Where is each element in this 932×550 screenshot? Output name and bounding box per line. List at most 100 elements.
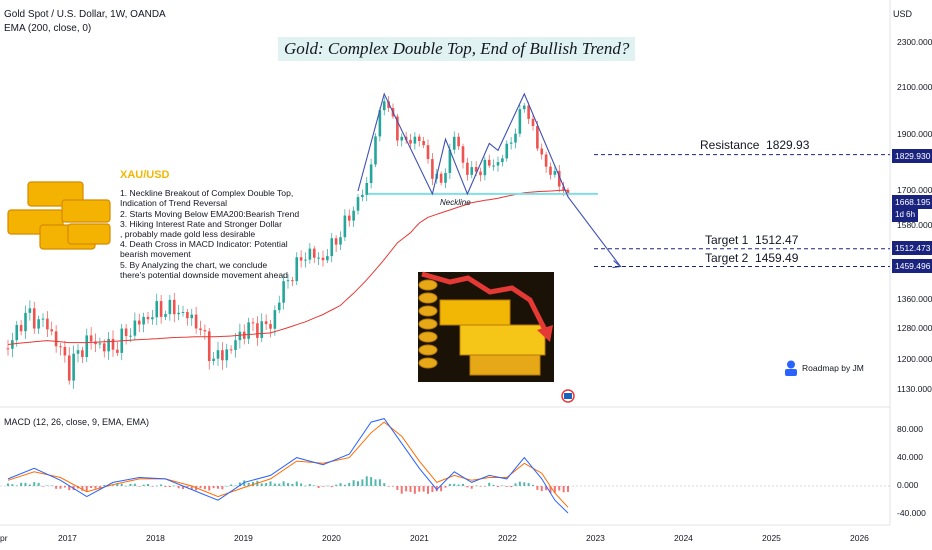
macd-histogram-bar [475, 485, 478, 487]
candle-body [396, 116, 399, 141]
candle-body [76, 350, 80, 354]
candle-body [251, 322, 255, 324]
note-line: 2. Starts Moving Below EMA200:Bearish Tr… [120, 208, 300, 219]
candle-body [85, 335, 89, 358]
macd-histogram-bar [545, 486, 548, 491]
candle-body [378, 110, 382, 137]
macd-histogram-bar [540, 486, 543, 492]
candle-body [413, 136, 417, 144]
target1-label: Target 1 1512.47 [705, 233, 799, 247]
note-line: , probably made gold less desirable [120, 229, 256, 240]
macd-histogram-bar [50, 485, 53, 487]
candle-body [129, 335, 132, 337]
candle-body [514, 133, 517, 143]
macd-histogram-bar [518, 481, 521, 486]
candle-body [308, 248, 312, 260]
candle-body [496, 162, 500, 166]
macd-histogram-bar [177, 486, 180, 489]
candle-body [304, 259, 307, 261]
symbol-title[interactable]: Gold Spot / U.S. Dollar, 1W, OANDA [4, 9, 166, 20]
candle-body [361, 194, 364, 198]
candle-body [116, 349, 119, 353]
price-plot [6, 96, 570, 389]
macd-histogram-bar [466, 486, 469, 488]
candle-body [299, 257, 303, 261]
macd-histogram-bar [339, 483, 342, 486]
candle-body [238, 331, 242, 341]
candle-body [422, 140, 425, 146]
candle-body [326, 256, 329, 261]
candle-body [492, 165, 495, 167]
macd-tick-label: 40.000 [897, 452, 923, 462]
macd-histogram-bar [322, 486, 324, 487]
macd-histogram-bar [330, 486, 333, 488]
candle-body [286, 280, 290, 282]
candle-body [177, 312, 180, 315]
macd-histogram-bar [405, 486, 408, 492]
candle-body [151, 317, 154, 320]
macd-histogram-bar [234, 485, 237, 487]
candle-body [509, 142, 513, 144]
candle-body [107, 338, 110, 352]
macd-histogram-bar [247, 482, 250, 486]
macd-indicator-label[interactable]: MACD (12, 26, close, 9, EMA, EMA) [4, 417, 150, 427]
candle-body [557, 171, 561, 187]
macd-histogram-bar [505, 486, 508, 487]
time-tick-label: 2019 [234, 533, 253, 543]
candle-body [199, 328, 202, 331]
time-tick-label: 2024 [674, 533, 693, 543]
candle-body [566, 189, 570, 194]
candle-body [501, 158, 504, 163]
macd-histogram-bar [523, 482, 526, 486]
macd-histogram-bar [24, 482, 27, 486]
macd-histogram-bar [549, 486, 552, 494]
candle-body [291, 280, 294, 282]
macd-histogram-bar [470, 486, 473, 489]
macd-histogram-bar [510, 486, 513, 488]
author-badge[interactable]: Roadmap by JM [784, 360, 864, 376]
candle-body [24, 312, 27, 332]
candle-body [369, 164, 373, 183]
macd-histogram-bar [413, 486, 416, 494]
macd-histogram-bar [112, 485, 114, 487]
price-tick-label: 1580.000 [897, 220, 932, 230]
macd-histogram-bar [448, 483, 451, 486]
candle-body [339, 237, 342, 245]
macd-histogram-bar [370, 477, 373, 486]
candle-body [190, 314, 194, 319]
candle-body [269, 324, 272, 329]
candle-body [172, 299, 176, 315]
countdown-tag: 1d 6h [892, 208, 919, 222]
macd-histogram-bar [409, 486, 412, 492]
candle-body [277, 302, 281, 311]
macd-histogram-bar [374, 479, 377, 486]
macd-histogram-bar [265, 483, 268, 486]
candle-body [312, 248, 316, 258]
current-price-tag: 1668.195 [892, 195, 932, 209]
candle-body [72, 353, 75, 381]
chart-title: Gold: Complex Double Top, End of Bullish… [278, 37, 636, 61]
candle-body [365, 182, 369, 195]
ema-indicator-label[interactable]: EMA (200, close, 0) [4, 23, 92, 34]
macd-histogram-bar [55, 486, 58, 489]
candle-body [225, 349, 229, 361]
candle-body [330, 238, 334, 257]
candle-body [282, 281, 285, 303]
macd-histogram-bar [133, 483, 136, 486]
candle-body [461, 146, 465, 163]
candle-body [28, 308, 32, 313]
candle-body [536, 125, 539, 149]
candle-body [439, 173, 443, 183]
candle-body [216, 350, 220, 359]
macd-histogram-bar [335, 484, 338, 486]
macd-histogram-bar [260, 483, 263, 486]
macd-histogram-bar [217, 486, 219, 489]
candle-body [46, 318, 49, 330]
candle-body [522, 105, 526, 110]
candle-body [111, 338, 115, 350]
macd-histogram-bar [514, 483, 517, 486]
macd-histogram-bar [208, 486, 211, 491]
macd-histogram-bar [142, 484, 145, 486]
macd-histogram-bar [287, 483, 289, 486]
